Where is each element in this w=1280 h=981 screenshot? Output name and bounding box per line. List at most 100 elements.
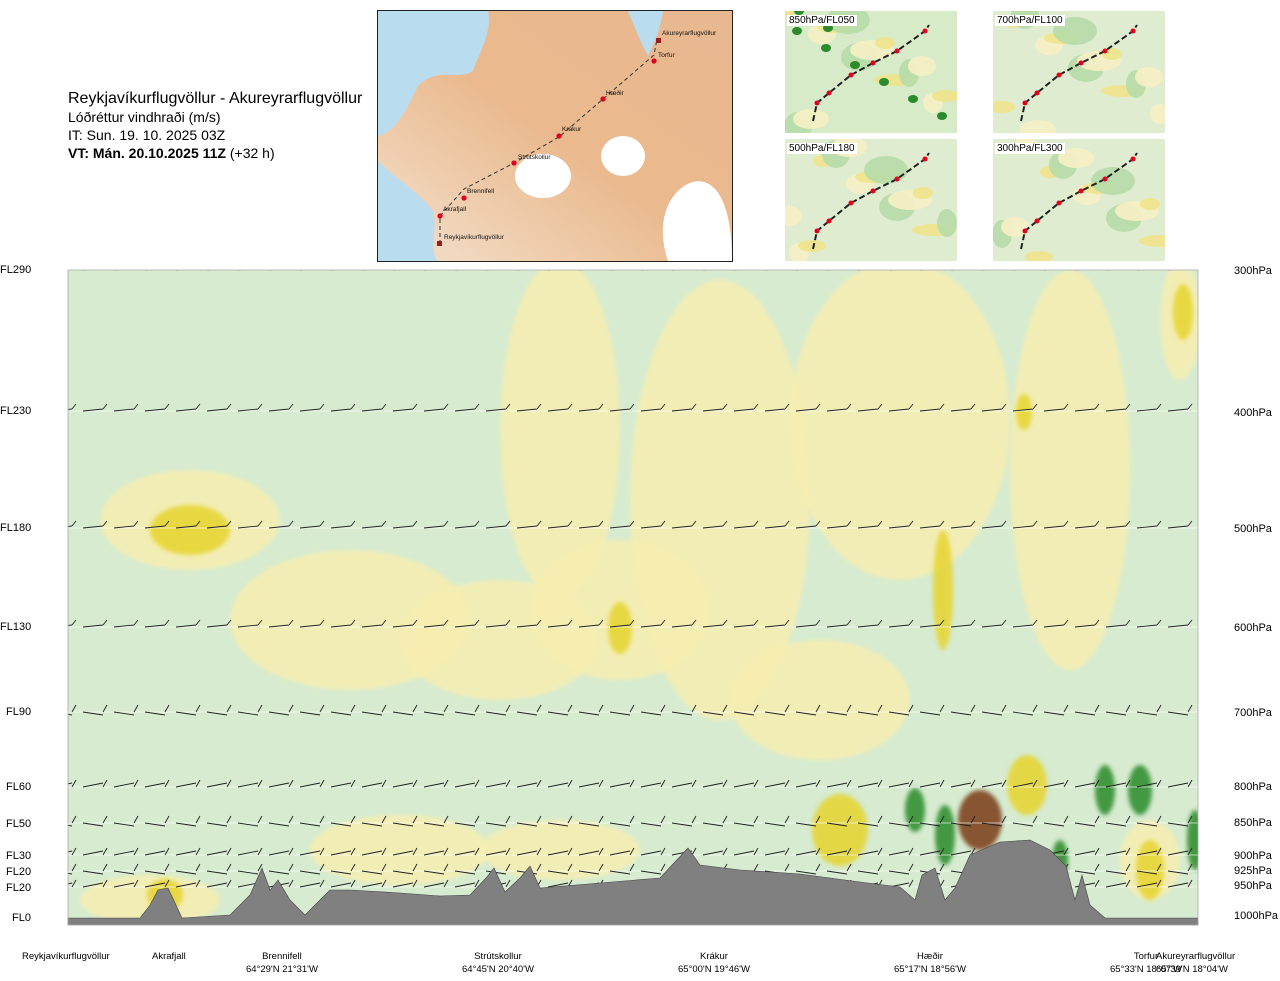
barb-shaft xyxy=(981,850,1003,856)
barb-flag xyxy=(629,619,635,626)
barb-flag xyxy=(474,520,480,527)
wind-barb xyxy=(361,520,387,529)
field-cell-1 xyxy=(630,280,810,720)
barb-flag xyxy=(940,263,944,268)
wind-barb xyxy=(237,520,263,529)
wind-barb xyxy=(578,879,604,888)
barb-shaft xyxy=(857,711,879,716)
barb-flag xyxy=(381,815,387,824)
wind-barb xyxy=(981,779,1007,788)
fl-label-230: FL230 xyxy=(0,405,32,417)
wind-barb xyxy=(68,815,77,827)
barb-shaft xyxy=(237,882,259,888)
wind-barb xyxy=(455,270,460,271)
thumb-cell xyxy=(1058,148,1094,168)
wind-barb xyxy=(113,403,139,412)
wind-barb xyxy=(144,779,170,788)
wind-barb xyxy=(578,863,604,875)
barb-flag xyxy=(691,879,697,888)
wind-barb xyxy=(268,779,294,788)
wind-barb xyxy=(1074,779,1100,788)
thumb-850hpa[interactable]: 850hPa/FL050 xyxy=(785,11,957,133)
barb-shaft xyxy=(1105,408,1127,412)
wind-barb xyxy=(1167,879,1193,888)
xlabel-akureyri-coords: 65°39'N 18°04'W xyxy=(1156,964,1228,975)
wind-barb xyxy=(82,863,108,875)
barb-shaft xyxy=(1012,822,1034,827)
barb-shaft xyxy=(1167,870,1189,875)
xlabel-brennifell-coords: 64°29'N 21°31'W xyxy=(246,964,318,975)
wind-barb xyxy=(578,520,604,529)
wind-barb xyxy=(857,847,883,856)
barb-shaft xyxy=(82,624,104,628)
barb-shaft xyxy=(361,525,383,529)
barb-flag xyxy=(567,879,573,888)
barb-flag xyxy=(537,263,541,268)
wind-barb xyxy=(1012,879,1038,888)
barb-flag xyxy=(629,520,635,527)
barb-shaft xyxy=(981,782,1003,788)
barb-shaft xyxy=(485,882,507,888)
wind-barb xyxy=(1074,619,1100,628)
barb-shaft xyxy=(671,624,693,628)
barb-flag xyxy=(970,704,976,713)
barb-shaft xyxy=(888,711,910,716)
barb-flag xyxy=(71,815,77,824)
barb-flag xyxy=(1156,403,1162,410)
wind-barb xyxy=(1105,879,1131,888)
barb-shaft xyxy=(175,408,197,412)
wind-barb xyxy=(1012,863,1038,875)
wind-barb xyxy=(609,779,635,788)
barb-flag xyxy=(1032,779,1038,788)
vertical-velocity-field xyxy=(80,270,1198,925)
barb-flag xyxy=(784,403,790,410)
barb-shaft xyxy=(454,870,476,875)
barb-flag xyxy=(195,403,201,410)
barb-flag xyxy=(505,704,511,713)
barb-flag xyxy=(1001,520,1007,527)
barb-shaft xyxy=(1105,882,1127,888)
barb-shaft xyxy=(237,782,259,788)
barb-shaft xyxy=(826,870,848,875)
wind-barb xyxy=(950,863,976,875)
xlabel-haedir-coords: 65°17'N 18°56'W xyxy=(894,964,966,975)
wind-barb xyxy=(888,704,914,716)
barb-shaft xyxy=(702,882,724,888)
wind-barb xyxy=(609,619,635,628)
xlabel-torfur: Torfur 65°33'N 18°07'W xyxy=(1110,950,1182,976)
barb-shaft xyxy=(671,711,693,716)
fl-label-60: FL60 xyxy=(6,781,32,793)
barb-flag xyxy=(195,704,201,713)
barb-shaft xyxy=(671,408,693,412)
thumb-300-label: 300hPa/FL300 xyxy=(995,143,1065,154)
barb-flag xyxy=(102,815,108,824)
wind-barb xyxy=(82,619,108,628)
barb-shaft xyxy=(919,525,941,529)
barb-shaft xyxy=(82,882,104,888)
barb-shaft xyxy=(237,525,259,529)
thumb-850-map xyxy=(785,11,957,133)
thumb-500hpa[interactable]: 500hPa/FL180 xyxy=(785,139,957,261)
barb-shaft xyxy=(454,711,476,716)
barb-flag xyxy=(1156,879,1162,888)
wind-barb xyxy=(857,403,883,412)
wind-barb xyxy=(919,403,945,412)
barb-flag xyxy=(660,815,666,824)
barb-flag xyxy=(691,403,697,410)
barb-flag xyxy=(505,863,511,872)
xlabel-brennifell: Brennifell 64°29'N 21°31'W xyxy=(246,950,318,976)
route-map: Akureyrarflugvöllur Torfur Hæðir Krákur … xyxy=(377,10,733,262)
wind-barb xyxy=(1105,619,1131,628)
wind-barb xyxy=(206,815,232,827)
barb-shaft xyxy=(1074,882,1096,888)
barb-shaft xyxy=(113,822,135,827)
barb-flag xyxy=(257,879,263,888)
wind-barb xyxy=(237,779,263,788)
thumb-700hpa[interactable]: 700hPa/FL100 xyxy=(993,11,1165,133)
barb-shaft xyxy=(361,782,383,788)
barb-shaft xyxy=(1043,525,1065,529)
wind-barb xyxy=(144,619,170,628)
thumb-300hpa[interactable]: 300hPa/FL300 xyxy=(993,139,1165,261)
wind-barb xyxy=(1105,704,1131,716)
barb-shaft xyxy=(1136,882,1158,888)
